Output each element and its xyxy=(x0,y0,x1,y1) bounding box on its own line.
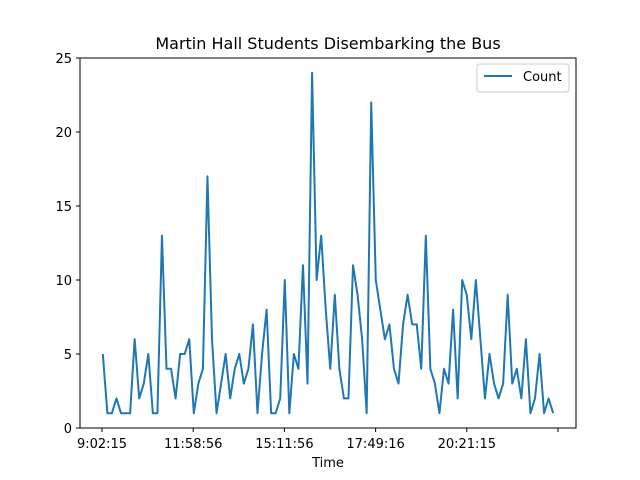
x-tick-label: 17:49:16 xyxy=(346,437,404,452)
y-tick-label: 25 xyxy=(55,52,72,67)
y-tick-label: 15 xyxy=(55,200,72,215)
x-tick-label: 9:02:15 xyxy=(77,437,127,452)
x-tick-label: 11:58:56 xyxy=(164,437,222,452)
y-tick-label: 5 xyxy=(64,348,72,363)
legend-label-count: Count xyxy=(523,70,562,85)
x-axis-label: Time xyxy=(311,456,344,471)
legend-box xyxy=(476,63,570,93)
legend: Count xyxy=(476,63,570,93)
series-line-count xyxy=(101,71,555,415)
y-tick-label: 10 xyxy=(55,274,72,289)
x-tick-label: 20:21:15 xyxy=(438,437,496,452)
y-axis: 0 5 10 15 20 25 xyxy=(55,52,80,437)
y-tick-label: 20 xyxy=(55,126,72,141)
x-tick-label: 15:11:56 xyxy=(255,437,313,452)
plot-frame xyxy=(79,57,577,429)
y-tick-label: 0 xyxy=(64,422,72,437)
x-axis: 9:02:15 11:58:56 15:11:56 17:49:16 20:21:15 xyxy=(77,428,559,452)
chart-title: Martin Hall Students Disembarking the Bu… xyxy=(155,34,500,53)
